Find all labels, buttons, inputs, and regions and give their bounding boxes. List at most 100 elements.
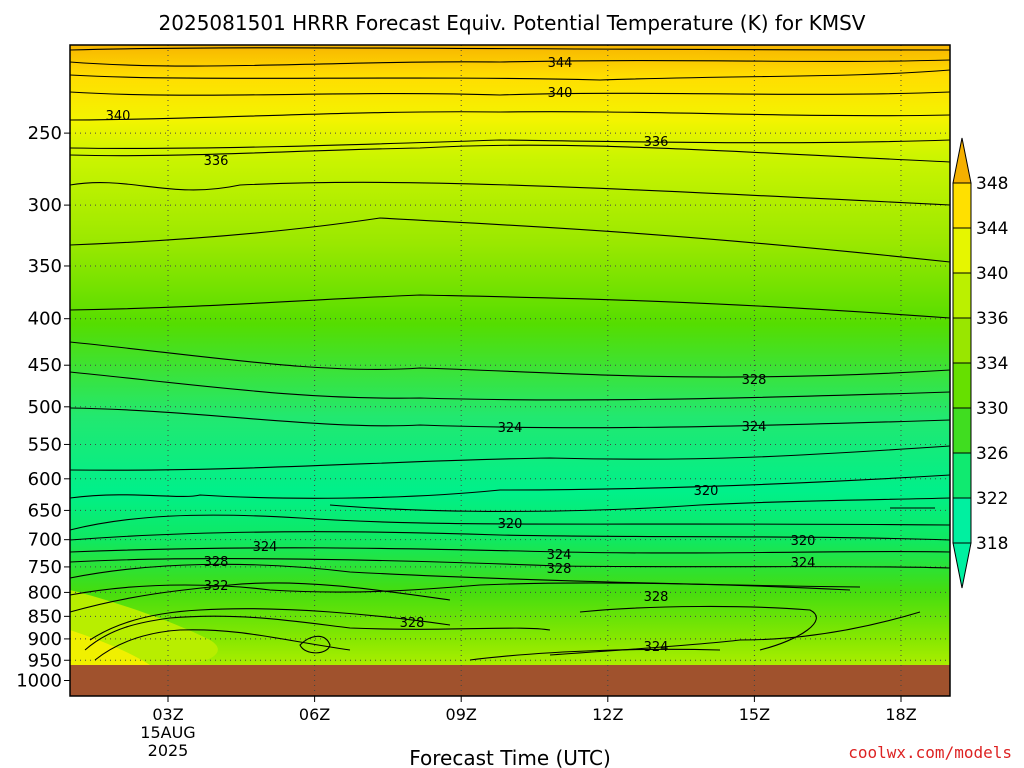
colorbar-segment <box>952 317 972 364</box>
contour-label: 336 <box>644 135 669 150</box>
colorbar: 318 322 326 330 334 336 340 344 348 <box>952 137 1008 589</box>
y-tick-label: 850 <box>28 606 62 627</box>
contour-line <box>69 59 951 67</box>
x-axis-title: Forecast Time (UTC) <box>409 746 611 768</box>
contour-label: 324 <box>253 540 278 555</box>
credit-text: coolwx.com/models <box>848 743 1012 762</box>
x-date-line-1: 15AUG <box>140 723 195 742</box>
contour-line <box>69 69 951 81</box>
x-tick-label: 18Z <box>885 705 916 724</box>
contour-line <box>329 497 951 512</box>
colorbar-segment <box>952 497 972 544</box>
y-tick-label: 350 <box>28 256 62 277</box>
colorbar-label: 326 <box>976 444 1008 464</box>
contour-label: 324 <box>644 640 669 655</box>
contour-line <box>69 407 951 429</box>
contour-line <box>69 181 951 206</box>
plot-field <box>70 45 950 665</box>
x-tick-label: 12Z <box>592 705 623 724</box>
y-tick-label: 300 <box>28 195 62 216</box>
contour-line <box>469 648 721 661</box>
x-tick-label: 09Z <box>446 705 477 724</box>
colorbar-segment <box>952 272 972 319</box>
colorbar-segment <box>952 227 972 274</box>
contour-label: 328 <box>644 590 669 605</box>
contour-label: 332 <box>204 579 229 594</box>
contour-line <box>69 111 951 121</box>
y-tick-label: 1000 <box>16 671 62 692</box>
y-tick-label: 400 <box>28 309 62 330</box>
y-tick-label: 950 <box>28 650 62 671</box>
contour-label: 320 <box>694 484 719 499</box>
colorbar-label: 344 <box>976 219 1008 239</box>
contour-line <box>94 629 351 661</box>
contour-line <box>299 635 331 654</box>
x-tick-label: 03Z <box>152 705 183 724</box>
x-tick-label: 15Z <box>739 705 770 724</box>
x-axis: 03Z 06Z 09Z 12Z 15Z 18Z <box>152 696 917 724</box>
x-date-line-2: 2025 <box>148 741 189 760</box>
contour-line <box>69 139 951 149</box>
colorbar-label: 340 <box>976 264 1008 284</box>
y-tick-label: 700 <box>28 530 62 551</box>
ground-below-surface <box>70 665 950 696</box>
y-tick-label: 650 <box>28 500 62 521</box>
contour-label: 324 <box>742 420 767 435</box>
y-tick-label: 450 <box>28 355 62 376</box>
contour-line <box>89 608 451 641</box>
contour-line <box>69 371 951 401</box>
y-tick-label: 750 <box>28 557 62 578</box>
contour-line <box>69 445 951 471</box>
colorbar-label: 334 <box>976 354 1008 374</box>
contour-label: 320 <box>498 517 523 532</box>
contour-line <box>69 47 951 51</box>
y-tick-label: 250 <box>28 123 62 144</box>
contour-label: 320 <box>791 534 816 549</box>
colorbar-label: 348 <box>976 174 1008 194</box>
y-tick-label: 900 <box>28 629 62 650</box>
y-tick-label: 600 <box>28 469 62 490</box>
contour-label: 340 <box>548 86 573 101</box>
contour-line <box>69 514 951 531</box>
contour-label: 328 <box>400 616 425 631</box>
y-tick-label: 800 <box>28 582 62 603</box>
contour-line <box>69 91 951 96</box>
colorbar-label: 318 <box>976 534 1008 554</box>
contour-line <box>69 582 451 613</box>
contour-line <box>69 582 851 596</box>
contour-line <box>69 531 951 541</box>
colorbar-label: 322 <box>976 489 1008 509</box>
contour-label: 328 <box>547 562 572 577</box>
contour-label: 324 <box>547 548 572 563</box>
contour-label: 344 <box>548 56 573 71</box>
y-tick-label: 550 <box>28 434 62 455</box>
colorbar-label: 336 <box>976 309 1008 329</box>
contour-line <box>69 294 951 319</box>
y-tick-label: 500 <box>28 397 62 418</box>
contour-line <box>579 605 817 651</box>
colorbar-segment <box>952 407 972 454</box>
grid <box>70 45 950 696</box>
contour-label: 324 <box>791 556 816 571</box>
contour-line <box>69 547 951 554</box>
contour-label: 336 <box>204 154 229 169</box>
colorbar-segment <box>952 182 972 229</box>
contour-line <box>84 615 551 651</box>
contour-label: 328 <box>742 373 767 388</box>
colorbar-arrow-max <box>952 137 972 184</box>
colorbar-segment <box>952 452 972 499</box>
contour-line <box>69 558 951 569</box>
contour-line <box>69 341 951 378</box>
colorbar-label: 330 <box>976 399 1008 419</box>
x-tick-label: 06Z <box>299 705 330 724</box>
contour-line <box>69 144 951 163</box>
plot-frame <box>69 44 951 697</box>
contour-label: 328 <box>204 555 229 570</box>
colorbar-segment <box>952 362 972 409</box>
chart-title: 2025081501 HRRR Forecast Equiv. Potentia… <box>159 11 866 35</box>
contour-label: 340 <box>106 109 131 124</box>
colorbar-arrow-min <box>952 542 972 589</box>
contour-line <box>69 474 951 499</box>
